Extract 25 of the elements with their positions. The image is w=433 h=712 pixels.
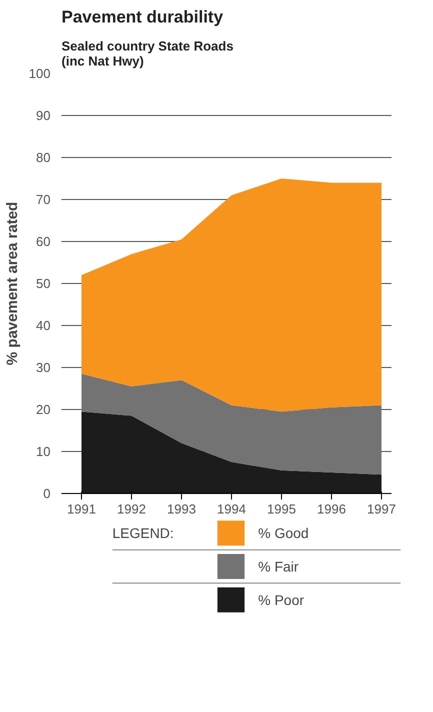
y-axis-title: % pavement area rated <box>4 202 21 366</box>
y-tick-label: 30 <box>36 360 51 375</box>
y-tick-label: 10 <box>36 444 51 459</box>
legend-title: LEGEND: <box>112 525 174 542</box>
legend-label: % Good <box>258 525 309 542</box>
x-tick-label: 1994 <box>217 502 246 516</box>
y-tick-label: 40 <box>36 318 51 333</box>
x-tick-label: 1997 <box>367 502 396 516</box>
y-tick-label: 0 <box>43 486 51 501</box>
x-tick-label: 1996 <box>317 502 346 516</box>
x-tick-label: 1992 <box>117 502 146 516</box>
y-tick-label: 50 <box>36 276 51 291</box>
y-tick-label: 60 <box>36 234 51 249</box>
x-tick-label: 1995 <box>267 502 296 516</box>
y-tick-label: 20 <box>36 402 51 417</box>
legend-label: % Fair <box>258 558 299 574</box>
y-tick-label: 100 <box>28 66 51 81</box>
y-tick-label: 90 <box>36 108 51 123</box>
y-tick-label: 80 <box>36 150 51 165</box>
x-tick-label: 1993 <box>167 502 196 516</box>
x-tick-label: 1991 <box>67 502 96 516</box>
y-tick-label: 70 <box>36 192 51 207</box>
legend-label: % Poor <box>258 592 304 608</box>
chart-title: Pavement durability <box>62 8 224 26</box>
chart-subtitle: Sealed country State Roads (inc Nat Hwy) <box>62 38 234 68</box>
